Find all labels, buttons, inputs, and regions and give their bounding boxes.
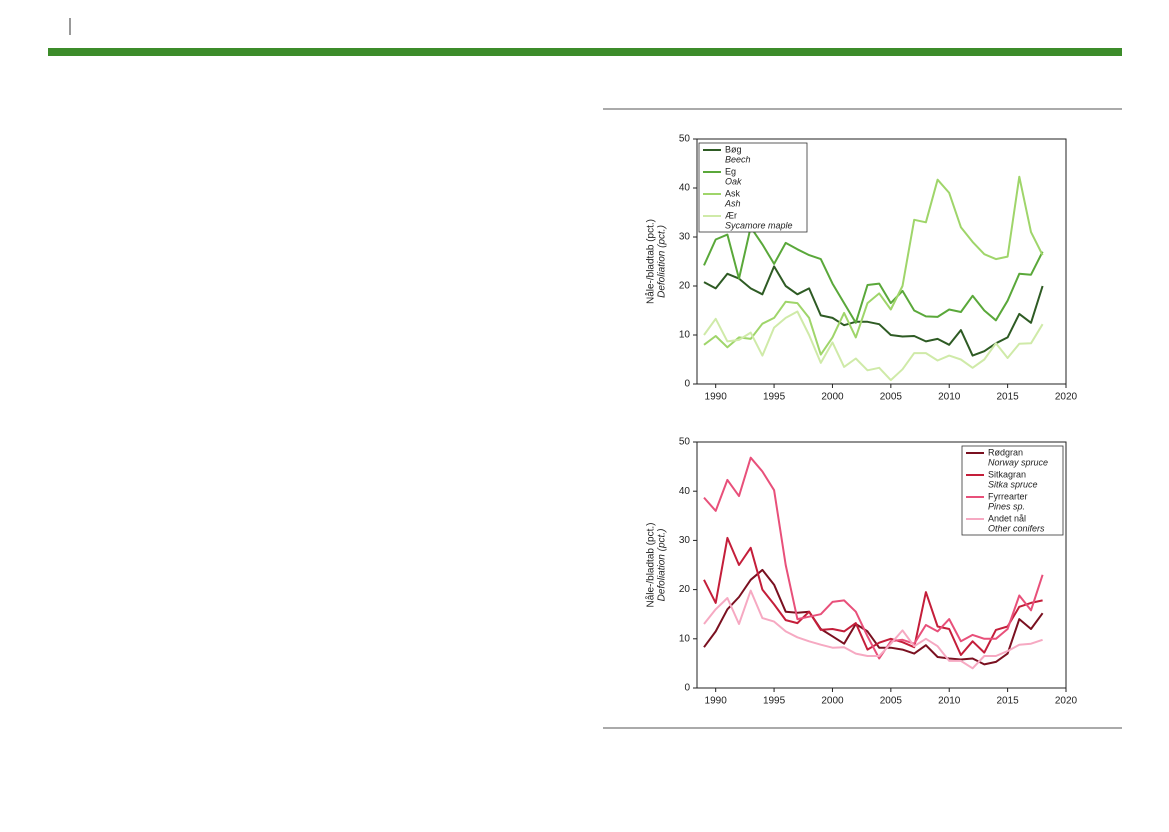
y-tick-label: 30 [679,232,691,243]
legend-label-en: Sitka spruce [988,479,1038,489]
legend-label: Fyrrearter [988,491,1028,501]
y-tick-label: 10 [679,330,691,341]
plot-frame [696,441,1067,689]
legend-label-en: Norway spruce [988,457,1048,467]
legend-label: Ær [725,210,737,220]
data-line [703,175,1044,356]
y-axis-label: Nåle-/bladtab (pct.) [645,522,657,607]
x-tick-label: 2000 [821,696,844,707]
legend-label: Bøg [725,144,742,154]
legend-box [961,445,1064,536]
legend-label-en: Beech [725,154,751,164]
y-axis-label-en: Defoliation (pct.) [657,529,668,602]
legend-label: Andet nål [988,513,1026,523]
y-tick-label: 50 [679,437,691,448]
y-tick-label: 10 [679,633,691,644]
legend-box [698,142,808,233]
legend-label: Sitkagran [988,469,1026,479]
legend-label: Ask [725,188,741,198]
x-tick-label: 1990 [705,392,728,403]
y-axis-label: Nåle-/bladtab (pct.) [645,219,657,304]
y-tick-label: 20 [679,584,691,595]
legend-label-en: Oak [725,176,742,186]
legend-label-en: Other conifers [988,523,1045,533]
header-bar [48,48,1122,56]
y-tick-label: 0 [684,379,690,390]
y-axis-label-en: Defoliation (pct.) [657,225,668,298]
data-line [703,589,1043,670]
x-tick-label: 1990 [705,696,728,707]
legend-label: Rødgran [988,447,1023,457]
data-line [703,536,1043,656]
y-tick-label: 30 [679,535,691,546]
y-tick-label: 40 [679,486,691,497]
legend-label-en: Pines sp. [988,501,1025,511]
data-line [703,265,1044,357]
x-tick-label: 2020 [1055,696,1078,707]
legend-label-en: Ash [724,198,741,208]
plot-frame [696,138,1067,385]
data-line [703,226,1044,324]
x-tick-label: 2020 [1055,392,1078,403]
data-line [703,568,1044,666]
data-line [703,456,1044,660]
x-tick-label: 2005 [880,696,903,707]
legend-label-en: Sycamore maple [725,220,793,230]
y-tick-label: 0 [684,683,690,694]
x-tick-label: 1995 [763,696,786,707]
x-tick-label: 2010 [938,392,961,403]
data-line [703,310,1044,382]
x-tick-label: 2000 [821,392,844,403]
y-tick-label: 40 [679,183,691,194]
y-tick-label: 20 [679,281,691,292]
x-tick-label: 2010 [938,696,961,707]
x-tick-label: 2015 [996,392,1019,403]
x-tick-label: 2005 [880,392,903,403]
y-tick-label: 50 [679,134,691,145]
x-tick-label: 2015 [996,696,1019,707]
x-tick-label: 1995 [763,392,786,403]
legend-label: Eg [725,166,736,176]
